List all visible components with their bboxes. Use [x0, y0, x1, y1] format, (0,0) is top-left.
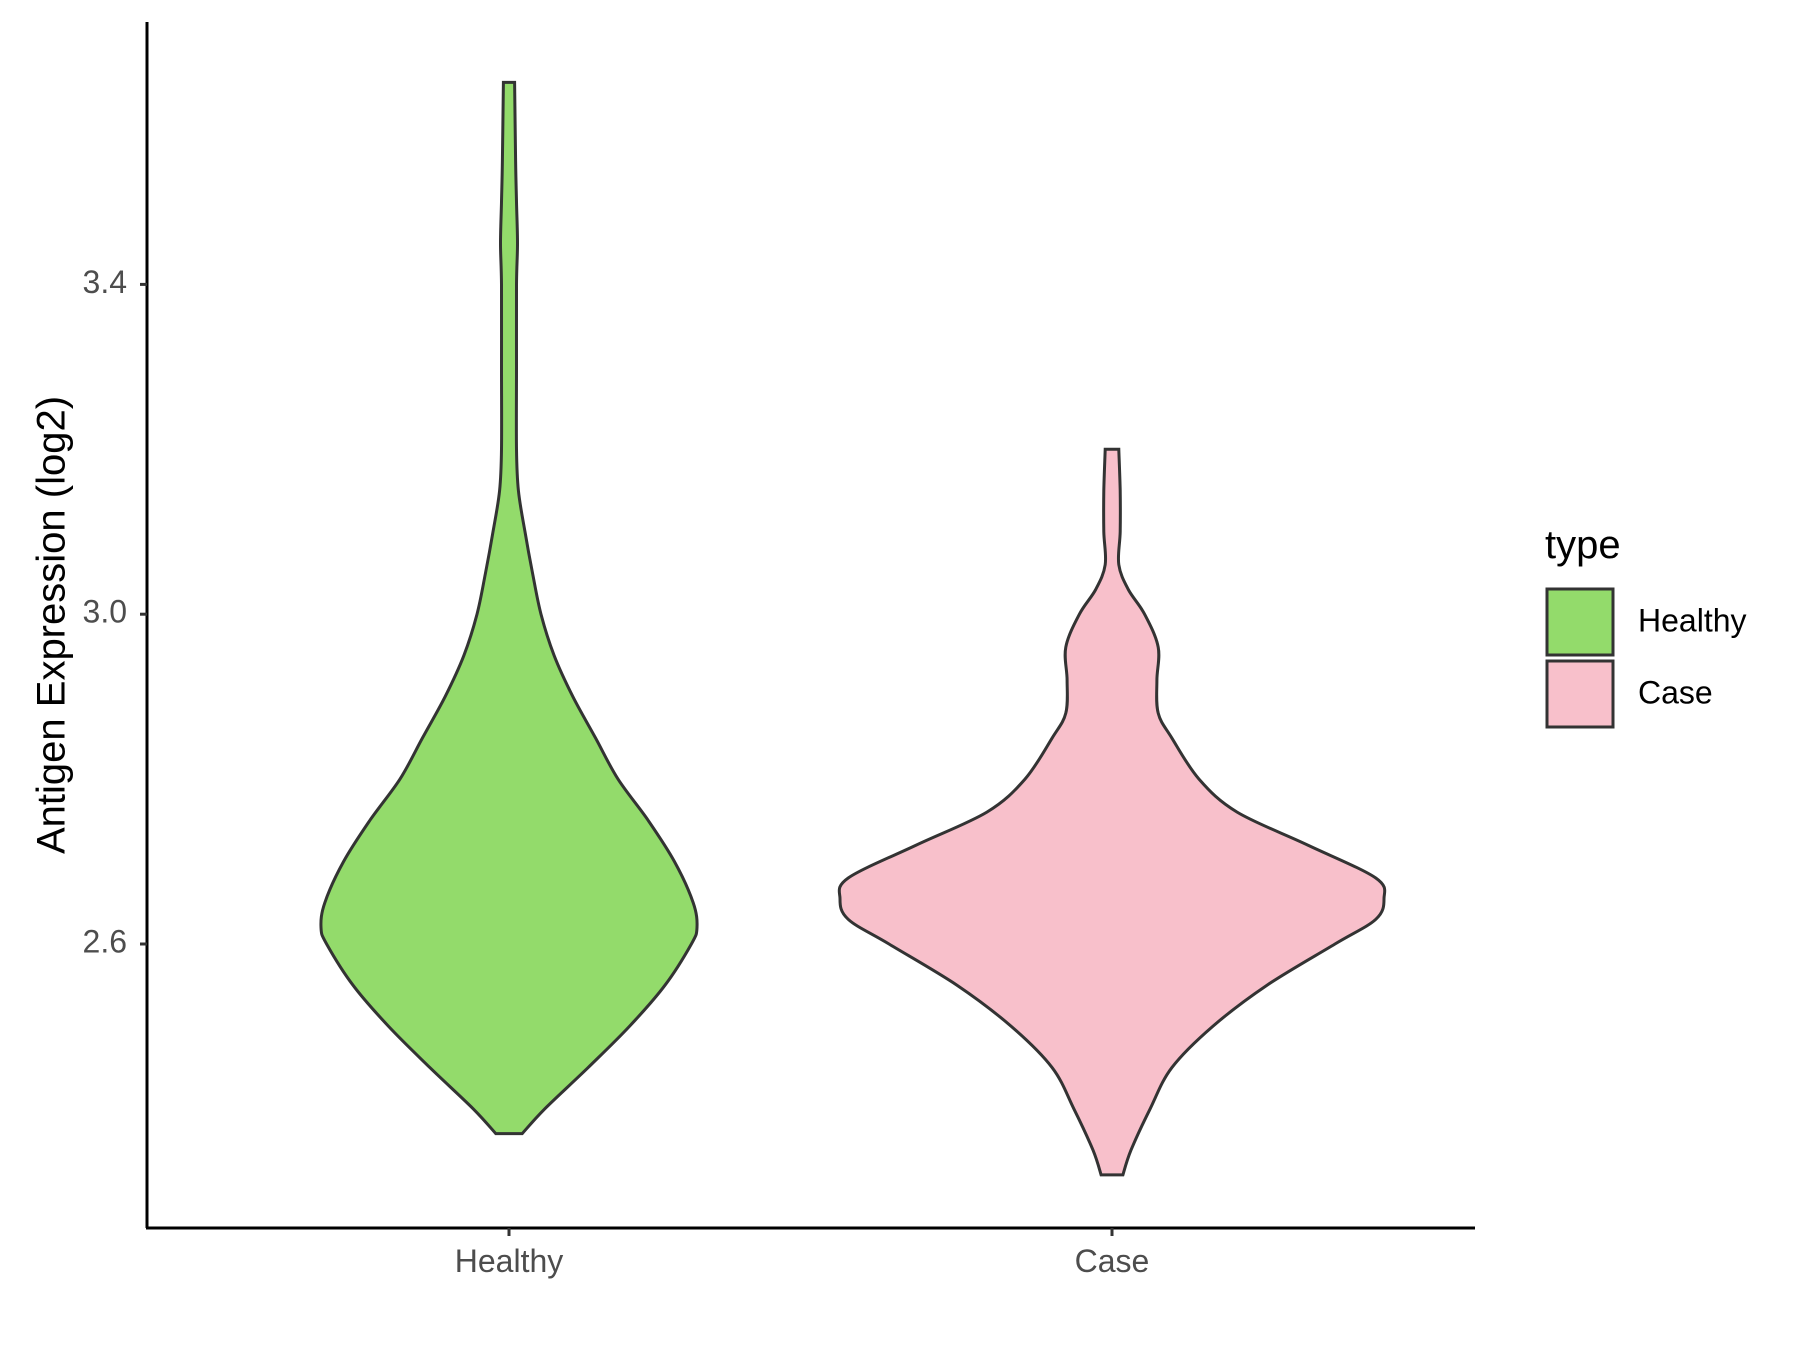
legend-key-healthy: [1545, 587, 1615, 657]
legend: type Healthy Case: [1545, 523, 1747, 729]
violins: [319, 80, 1387, 1177]
plot-area: 2.6 3.0 3.4 Healthy Case: [83, 22, 1475, 1279]
violin-case: [837, 447, 1387, 1177]
x-tick-label: Healthy: [455, 1243, 564, 1279]
legend-items: Healthy Case: [1545, 587, 1747, 729]
legend-title: type: [1545, 523, 1621, 567]
legend-key-case: [1545, 659, 1615, 729]
legend-label-case: Case: [1638, 674, 1713, 710]
y-tick-label: 2.6: [83, 923, 127, 959]
y-tick-label: 3.4: [83, 264, 127, 300]
y-axis-ticks: 2.6 3.0 3.4: [83, 264, 147, 959]
y-axis-label: Antigen Expression (log2): [30, 396, 74, 854]
x-tick-label: Case: [1075, 1243, 1150, 1279]
violin-healthy: [319, 80, 699, 1136]
x-axis-ticks: Healthy Case: [455, 1228, 1150, 1279]
y-tick-label: 3.0: [83, 594, 127, 630]
legend-label-healthy: Healthy: [1638, 602, 1747, 638]
